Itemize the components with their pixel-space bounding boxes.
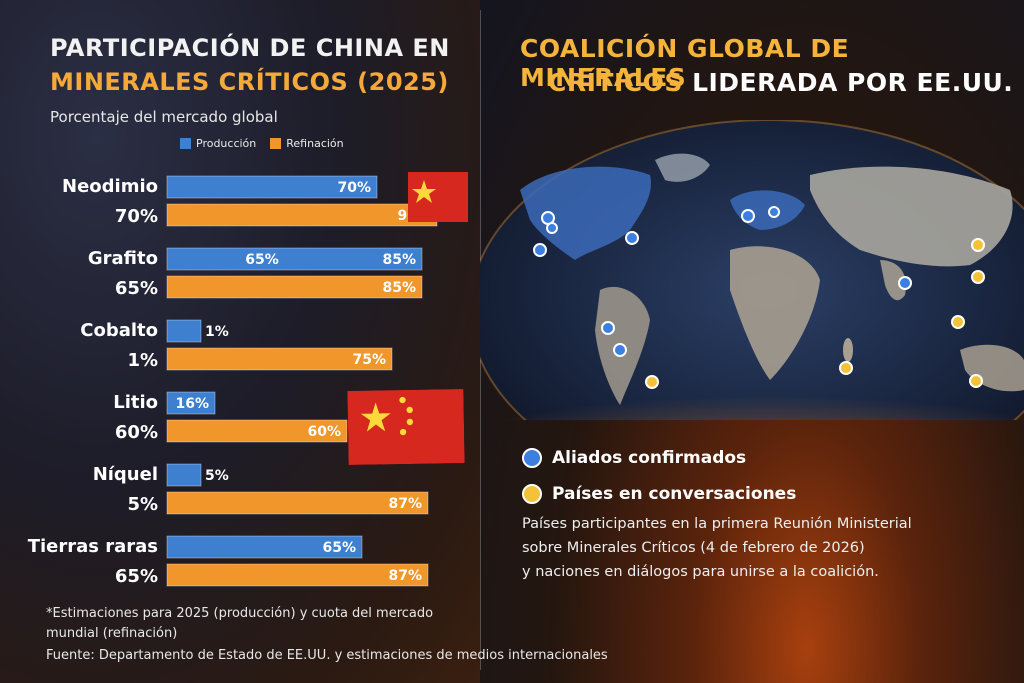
legend-label-production: Producción [196, 137, 257, 150]
china-flag-icon [347, 388, 465, 466]
bar-refining [166, 491, 429, 515]
bar-data-label: 60% [307, 424, 341, 440]
chart-legend: Producción Refinación [180, 137, 344, 150]
category-label: Litio [113, 392, 158, 413]
legend-label-refining: Refinación [286, 137, 344, 150]
map-legend-allies-label: Aliados confirmados [552, 448, 747, 468]
chart-title-highlight: MINERALES CRÍTICOS (2025) [50, 68, 449, 96]
bar-data-label: 70% [337, 180, 371, 196]
legend-swatch-production [180, 138, 191, 149]
chart-source: Fuente: Departamento de Estado de EE.UU.… [46, 648, 608, 663]
flag-star-icon [412, 180, 436, 203]
bar-extra-data-label: 65% [245, 252, 279, 268]
chart-footnote: *Estimaciones para 2025 (producción) y c… [46, 606, 434, 641]
map-description-line: y naciones en diálogos para unirse a la … [522, 564, 879, 580]
category-value-label: 5% [127, 494, 158, 515]
category-label: Níquel [93, 464, 158, 485]
bar-data-label: 16% [175, 396, 209, 412]
talks-marker-icon [522, 484, 542, 504]
map-legend-talks: Países en conversaciones [522, 476, 796, 512]
bar-refining [166, 275, 423, 299]
legend-swatch-refining [270, 138, 282, 149]
category-value-label: 60% [115, 422, 158, 443]
map-description-line: sobre Minerales Críticos (4 de febrero d… [522, 540, 865, 556]
legend-item-refining: Refinación [270, 137, 344, 150]
ally-marker-icon [522, 448, 542, 468]
map-title-rest: LIDERADA POR EE.UU. [682, 68, 1014, 97]
bar-production [166, 463, 202, 487]
map-legend-allies: Aliados confirmados [522, 440, 796, 476]
category-label: Neodimio [62, 176, 158, 197]
map-title-line1: COALICIÓN GLOBAL DE MINERALES [520, 34, 850, 92]
bar-production [166, 535, 363, 559]
category-value-label: 65% [115, 566, 158, 587]
bar-data-label: 87% [388, 496, 422, 512]
map-title-line2: CRÍTICOS LIDERADA POR EE.UU. [548, 68, 1013, 97]
bar-data-label: 87% [388, 568, 422, 584]
ally-markers [533, 206, 912, 357]
world-map-illustration [480, 120, 1024, 420]
bar-production [166, 391, 216, 415]
category-label: Cobalto [80, 320, 158, 341]
map-legend-talks-label: Países en conversaciones [552, 484, 797, 504]
bar-refining [166, 563, 429, 587]
chart-title-line1: PARTICIPACIÓN DE CHINA EN [50, 34, 450, 62]
legend-item-production: Producción [180, 137, 256, 150]
bar-data-label: 85% [382, 280, 416, 296]
chart-subtitle: Porcentaje del mercado global [50, 108, 278, 126]
category-label: Grafito [88, 248, 158, 269]
bar-data-label: 1% [205, 324, 229, 340]
bar-data-label: 85% [382, 252, 416, 268]
bar-production [166, 247, 423, 271]
category-label: Tierras raras [28, 536, 158, 557]
map-legend: Aliados confirmados Países en conversaci… [522, 440, 796, 512]
bar-chart: Neodimio70%70%90%Grafito65%85%85%65%Coba… [28, 172, 468, 587]
category-value-label: 1% [127, 350, 158, 371]
bar-data-label: 5% [205, 468, 229, 484]
bar-data-label: 65% [322, 540, 356, 556]
category-value-label: 70% [115, 206, 158, 227]
bar-refining [166, 347, 393, 371]
bar-production [166, 319, 202, 343]
map-title-highlight: CRÍTICOS [548, 68, 683, 97]
category-value-label: 65% [115, 278, 158, 299]
bar-refining [166, 419, 348, 443]
bar-production [166, 175, 378, 199]
chart-title-line2: MINERALES CRÍTICOS (2025) [50, 68, 449, 96]
bar-data-label: 75% [352, 352, 386, 368]
map-description: Países participantes en la primera Reuni… [522, 512, 962, 584]
talks-markers [645, 238, 985, 389]
small-china-flag-icon [408, 172, 468, 222]
map-description-line: Países participantes en la primera Reuni… [522, 516, 912, 532]
